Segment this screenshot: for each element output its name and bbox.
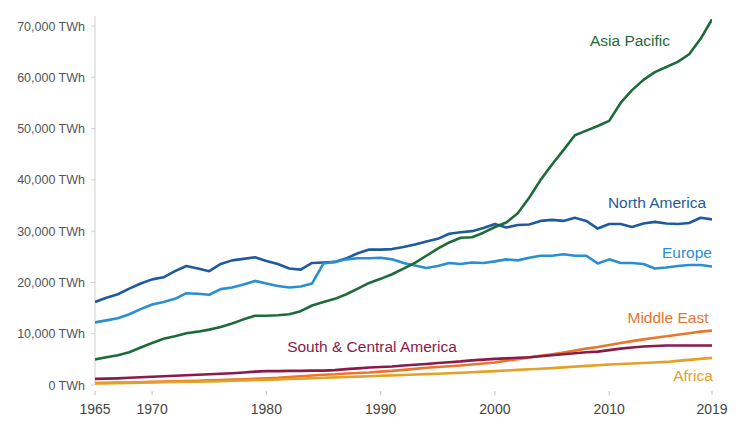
x-tick-label: 1980 (251, 401, 282, 417)
y-tick (91, 231, 95, 232)
series-label: Middle East (628, 309, 710, 326)
y-tick-label: 70,000 TWh (17, 20, 85, 34)
x-tick-label: 1965 (79, 401, 110, 417)
series-line (95, 19, 712, 359)
x-tick (266, 391, 267, 395)
y-tick-label: 50,000 TWh (17, 122, 85, 136)
x-tick-label: 1990 (365, 401, 396, 417)
y-tick (91, 385, 95, 386)
series-line (95, 331, 712, 383)
y-tick-label: 20,000 TWh (17, 276, 85, 290)
series-label: Africa (673, 367, 713, 384)
y-tick (91, 179, 95, 180)
y-tick (91, 333, 95, 334)
x-tick (609, 391, 610, 395)
series-label: Europe (662, 244, 712, 261)
y-axis-line (95, 16, 96, 385)
y-tick-label: 40,000 TWh (17, 173, 85, 187)
series-line (95, 218, 712, 302)
chart: 0 TWh 10,000 TWh 20,000 TWh 30,000 TWh 40,00… (0, 0, 749, 430)
y-tick (91, 282, 95, 283)
series-label: South & Central America (287, 338, 457, 355)
x-tick-label: 2010 (594, 401, 625, 417)
x-tick-label: 1970 (137, 401, 168, 417)
y-tick (91, 77, 95, 78)
plot-lines (95, 19, 712, 383)
series-label: North America (608, 194, 707, 211)
y-tick-label: 0 TWh (48, 379, 85, 393)
y-tick (91, 128, 95, 129)
y-tick-label: 30,000 TWh (17, 225, 85, 239)
series-line (95, 358, 712, 384)
y-tick (91, 26, 95, 27)
x-tick (712, 391, 713, 395)
x-tick-label: 2000 (479, 401, 510, 417)
series-label: Asia Pacific (590, 32, 670, 49)
x-tick-label: 2019 (696, 401, 727, 417)
x-tick (152, 391, 153, 395)
series-line (95, 254, 712, 322)
x-tick (380, 391, 381, 395)
x-tick (494, 391, 495, 395)
y-tick-label: 60,000 TWh (17, 71, 85, 85)
x-tick (95, 391, 96, 395)
y-tick-label: 10,000 TWh (17, 327, 85, 341)
